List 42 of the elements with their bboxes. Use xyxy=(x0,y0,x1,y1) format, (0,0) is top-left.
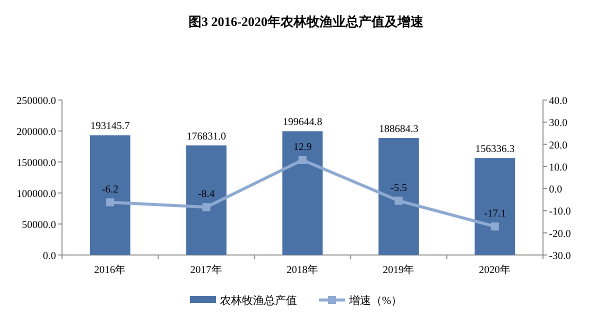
point xyxy=(394,196,403,205)
chart-title: 图3 2016-2020年农林牧渔业总产值及增速 xyxy=(188,14,425,29)
y-tick-label: 50000.0 xyxy=(22,220,56,231)
y-tick-label: 250000.0 xyxy=(16,96,56,107)
x-tick-label: 2016年 xyxy=(94,264,126,276)
point xyxy=(490,222,499,230)
y2-tick-label: -10.0 xyxy=(549,206,571,218)
y2-tick-label: -30.0 xyxy=(549,251,571,262)
legend-label: 增速（%） xyxy=(348,294,402,307)
data-label: 156336.3 xyxy=(475,144,515,156)
bar xyxy=(378,138,419,255)
y-tick-label: 200000.0 xyxy=(16,127,56,138)
x-tick-label: 2017年 xyxy=(190,264,222,276)
y-tick-label: 150000.0 xyxy=(16,158,56,169)
data-label: -8.4 xyxy=(198,189,216,200)
y2-tick-label: 20.0 xyxy=(549,140,568,152)
point xyxy=(202,203,210,212)
y2-tick-label: 40.0 xyxy=(549,96,568,107)
y2-tick-label: 30.0 xyxy=(549,118,568,130)
data-label: 176831.0 xyxy=(186,131,226,142)
bar xyxy=(186,145,226,255)
legend-label: 农林牧渔总产值 xyxy=(220,294,297,307)
bar xyxy=(474,158,516,255)
y2-tick-label: 0.0 xyxy=(549,184,562,196)
data-label: -5.5 xyxy=(390,182,408,194)
data-label: 12.9 xyxy=(293,142,312,154)
y2-tick-label: -20.0 xyxy=(549,228,571,240)
data-label: 193145.7 xyxy=(90,121,130,132)
y-tick-label: 0.0 xyxy=(42,251,56,262)
x-tick-label: 2020年 xyxy=(478,264,511,276)
bar xyxy=(90,135,130,255)
data-label: 199644.8 xyxy=(282,117,322,128)
data-label: 188684.3 xyxy=(379,124,418,136)
y-tick-label: 100000.0 xyxy=(16,189,56,200)
x-tick-label: 2019年 xyxy=(382,264,415,276)
x-tick-label: 2018年 xyxy=(286,264,318,276)
data-label: -6.2 xyxy=(102,184,118,196)
point xyxy=(298,156,306,164)
point xyxy=(106,198,114,206)
bar xyxy=(282,131,323,255)
data-label: -17.1 xyxy=(484,208,506,220)
y2-tick-label: 10.0 xyxy=(549,162,568,174)
